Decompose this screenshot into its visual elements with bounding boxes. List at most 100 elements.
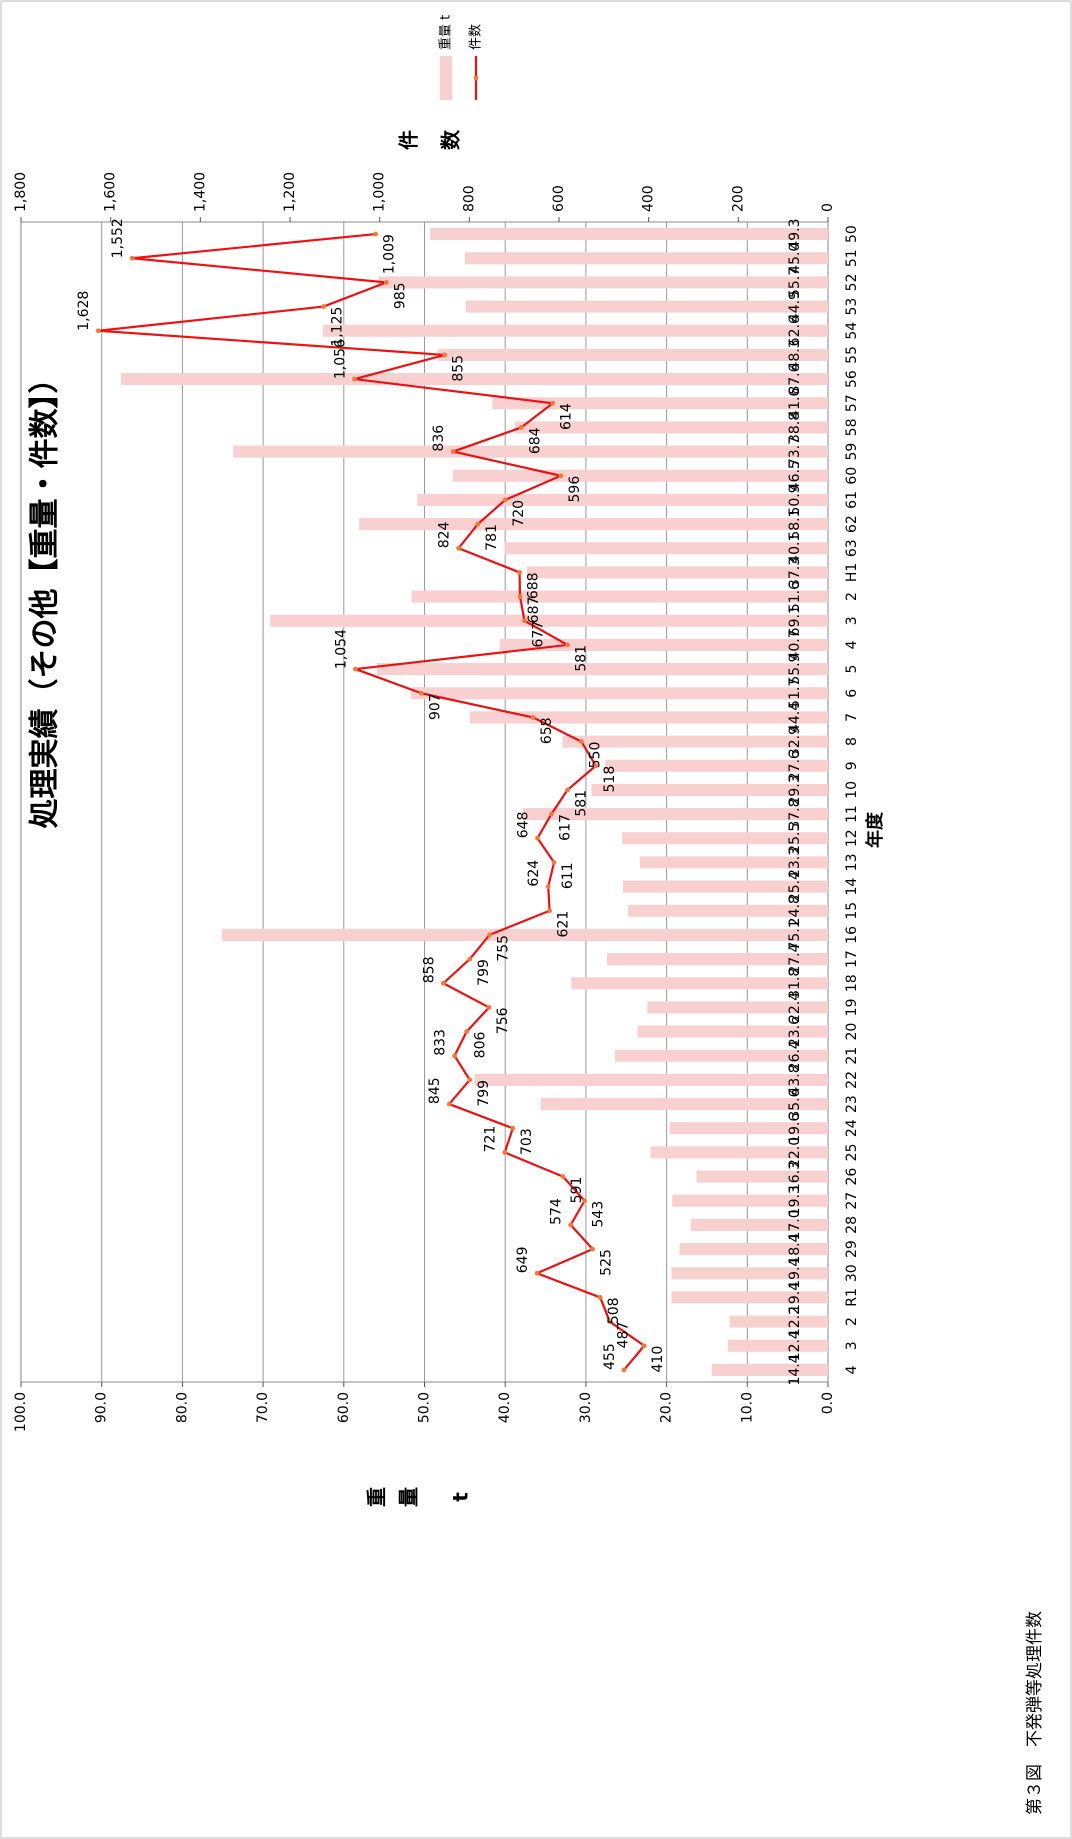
weight-bar [499, 638, 828, 651]
category-label: 22 [844, 1071, 860, 1089]
weight-data-label: 25.4 [787, 871, 803, 902]
category-label: 26 [844, 1168, 860, 1186]
count-data-label: 756 [495, 1007, 511, 1034]
count-data-label: 410 [650, 1346, 666, 1373]
weight-data-label: 14.4 [787, 1354, 803, 1385]
count-point [510, 1125, 516, 1131]
weight-data-label: 51.7 [787, 678, 803, 709]
count-point [548, 811, 554, 817]
weight-bar [522, 808, 828, 821]
weight-bar [465, 300, 828, 313]
weight-bar [669, 1122, 828, 1135]
weight-bar [647, 1001, 828, 1014]
category-label: 52 [844, 274, 860, 292]
category-label: 20 [844, 1023, 860, 1041]
count-line [95, 231, 647, 1373]
weight-data-label: 25.5 [787, 823, 803, 854]
count-point [597, 1295, 603, 1300]
weight-tick-label: 50.0 [417, 1392, 433, 1423]
category-label: 59 [844, 443, 860, 461]
category-label: 14 [844, 878, 860, 896]
count-tick-label: 400 [641, 185, 657, 212]
count-data-label: 596 [567, 476, 583, 503]
category-label: 63 [844, 539, 860, 557]
weight-bar [359, 518, 828, 531]
count-point [560, 1174, 566, 1179]
weight-data-label: 12.2 [787, 1306, 803, 1337]
weight-bar [562, 735, 828, 748]
weight-data-label: 73.7 [787, 436, 803, 467]
count-point [95, 328, 101, 334]
category-label: 29 [844, 1240, 860, 1258]
count-point [373, 231, 379, 237]
count-point [467, 956, 473, 962]
count-point [547, 908, 552, 914]
weight-data-label: 35.6 [787, 1088, 803, 1119]
weight-data-label: 41.6 [787, 388, 803, 419]
weight-tick-label: 60.0 [336, 1392, 352, 1423]
weight-bar [671, 1267, 828, 1280]
count-data-label: 833 [433, 1029, 449, 1056]
weight-bar [623, 880, 828, 893]
count-point [568, 1222, 574, 1228]
category-label: 4 [844, 1365, 860, 1374]
count-data-label: 624 [526, 860, 542, 887]
weight-bar [729, 1315, 828, 1328]
category-label: H1 [844, 563, 860, 582]
weight-data-label: 46.5 [787, 460, 803, 491]
category-label: 61 [844, 491, 860, 509]
data-labels: 49.345.055.744.962.648.387.641.638.873.7… [76, 218, 803, 1385]
count-point [565, 787, 570, 793]
weight-data-label: 16.3 [787, 1161, 803, 1192]
weight-tick-label: 10.0 [739, 1392, 755, 1423]
category-label: 3 [844, 616, 860, 625]
weight-tick-label: 70.0 [255, 1392, 271, 1423]
weight-data-label: 29.3 [787, 774, 803, 805]
weight-data-label: 19.3 [787, 1185, 803, 1216]
count-point [321, 304, 327, 309]
axes: 0.0 10.0 20.0 30.0 40.0 50.0 60.0 70.0 80.0 90.0 1… [13, 129, 886, 1507]
count-data-label: 658 [539, 717, 555, 744]
count-data-label: 1,056 [333, 339, 349, 379]
count-point [502, 1150, 508, 1155]
category-label: 56 [844, 370, 860, 388]
category-label: 13 [844, 854, 860, 872]
weight-bar [591, 783, 828, 796]
count-data-label: 688 [526, 572, 542, 599]
count-point [456, 545, 461, 551]
category-label: 58 [844, 419, 860, 437]
weight-bar [690, 1218, 828, 1231]
weight-tick-label: 80.0 [174, 1392, 190, 1423]
category-label: 50 [844, 225, 860, 243]
count-data-label: 907 [427, 693, 443, 720]
count-tick-label: 0 [820, 203, 836, 212]
weight-data-label: 37.8 [787, 798, 803, 829]
weight-bar [571, 977, 828, 990]
count-data-label: 614 [559, 403, 575, 430]
weight-bar [540, 1098, 828, 1111]
count-point [352, 376, 357, 382]
count-point [621, 1367, 627, 1373]
category-label: 54 [844, 322, 860, 340]
weight-data-label: 51.6 [787, 581, 803, 612]
figure-caption: 第３図 不発弾等処理件数 [1025, 1611, 1045, 1815]
count-point [487, 932, 492, 938]
count-data-label: 703 [519, 1128, 535, 1155]
count-data-label: 581 [574, 645, 590, 672]
category-label: R1 [844, 1288, 860, 1307]
category-label: 24 [844, 1119, 860, 1137]
category-label: 2 [844, 1317, 860, 1326]
count-point [446, 1101, 452, 1107]
category-label: 17 [844, 950, 860, 968]
weight-data-label: 58.1 [787, 508, 803, 539]
count-data-label: 525 [599, 1249, 615, 1276]
weight-bar [614, 1049, 828, 1062]
weight-data-label: 40.1 [787, 533, 803, 564]
count-point [535, 835, 540, 841]
weight-data-label: 40.7 [787, 629, 803, 660]
legend: 重量 t 件数 [438, 15, 484, 100]
count-point [353, 666, 358, 672]
weight-data-label: 45.0 [787, 243, 803, 274]
weight-bar [622, 832, 828, 845]
